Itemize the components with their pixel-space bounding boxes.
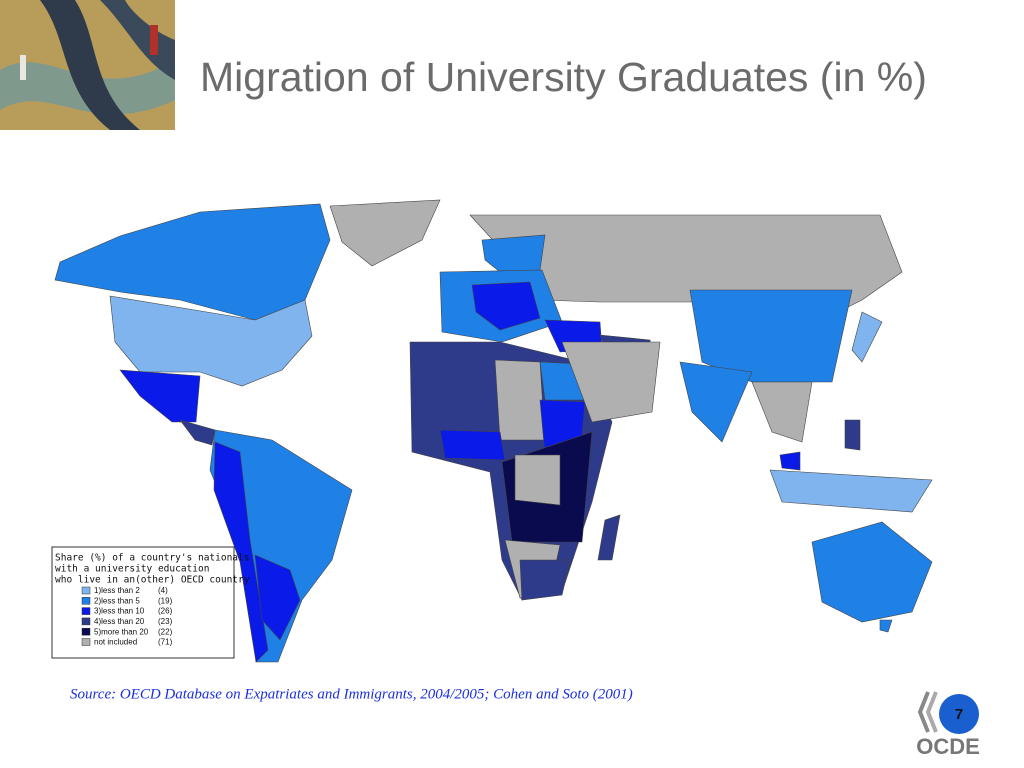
legend-swatch: [81, 617, 91, 626]
legend-label: 1)less than 2: [94, 586, 140, 595]
slide-title: Migration of University Graduates (in %): [200, 54, 927, 100]
legend-label: 5)more than 20: [94, 627, 149, 636]
legend-count: (26): [158, 607, 173, 616]
legend-count: (71): [158, 638, 173, 647]
legend-count: (19): [158, 596, 173, 605]
legend-swatch: [81, 586, 91, 595]
legend-count: (22): [158, 627, 173, 636]
legend-swatch: [81, 607, 91, 615]
page-number: 7: [955, 706, 963, 723]
legend-count: (23): [158, 617, 173, 626]
legend-title-line: with a university education: [55, 564, 209, 575]
legend-swatch: [81, 638, 91, 646]
legend-label: 4)less than 20: [94, 617, 145, 626]
legend-swatch: [81, 597, 91, 605]
legend-label: not included: [94, 638, 137, 647]
legend-title-line: who live in an(other) OECD country: [55, 575, 250, 586]
oecd-logo: 7 OCDE: [916, 691, 980, 759]
logo-text: OCDE: [916, 734, 980, 759]
legend-count: (4): [158, 586, 168, 595]
legend-swatch: [81, 627, 91, 636]
world-map: [54, 199, 933, 663]
legend-label: 3)less than 10: [94, 607, 145, 616]
legend-label: 2)less than 5: [94, 596, 140, 605]
source-note: Source: OECD Database on Expatriates and…: [70, 686, 633, 702]
corner-image: [0, 0, 175, 130]
legend-title-line: Share (%) of a country's nationals: [55, 553, 249, 564]
